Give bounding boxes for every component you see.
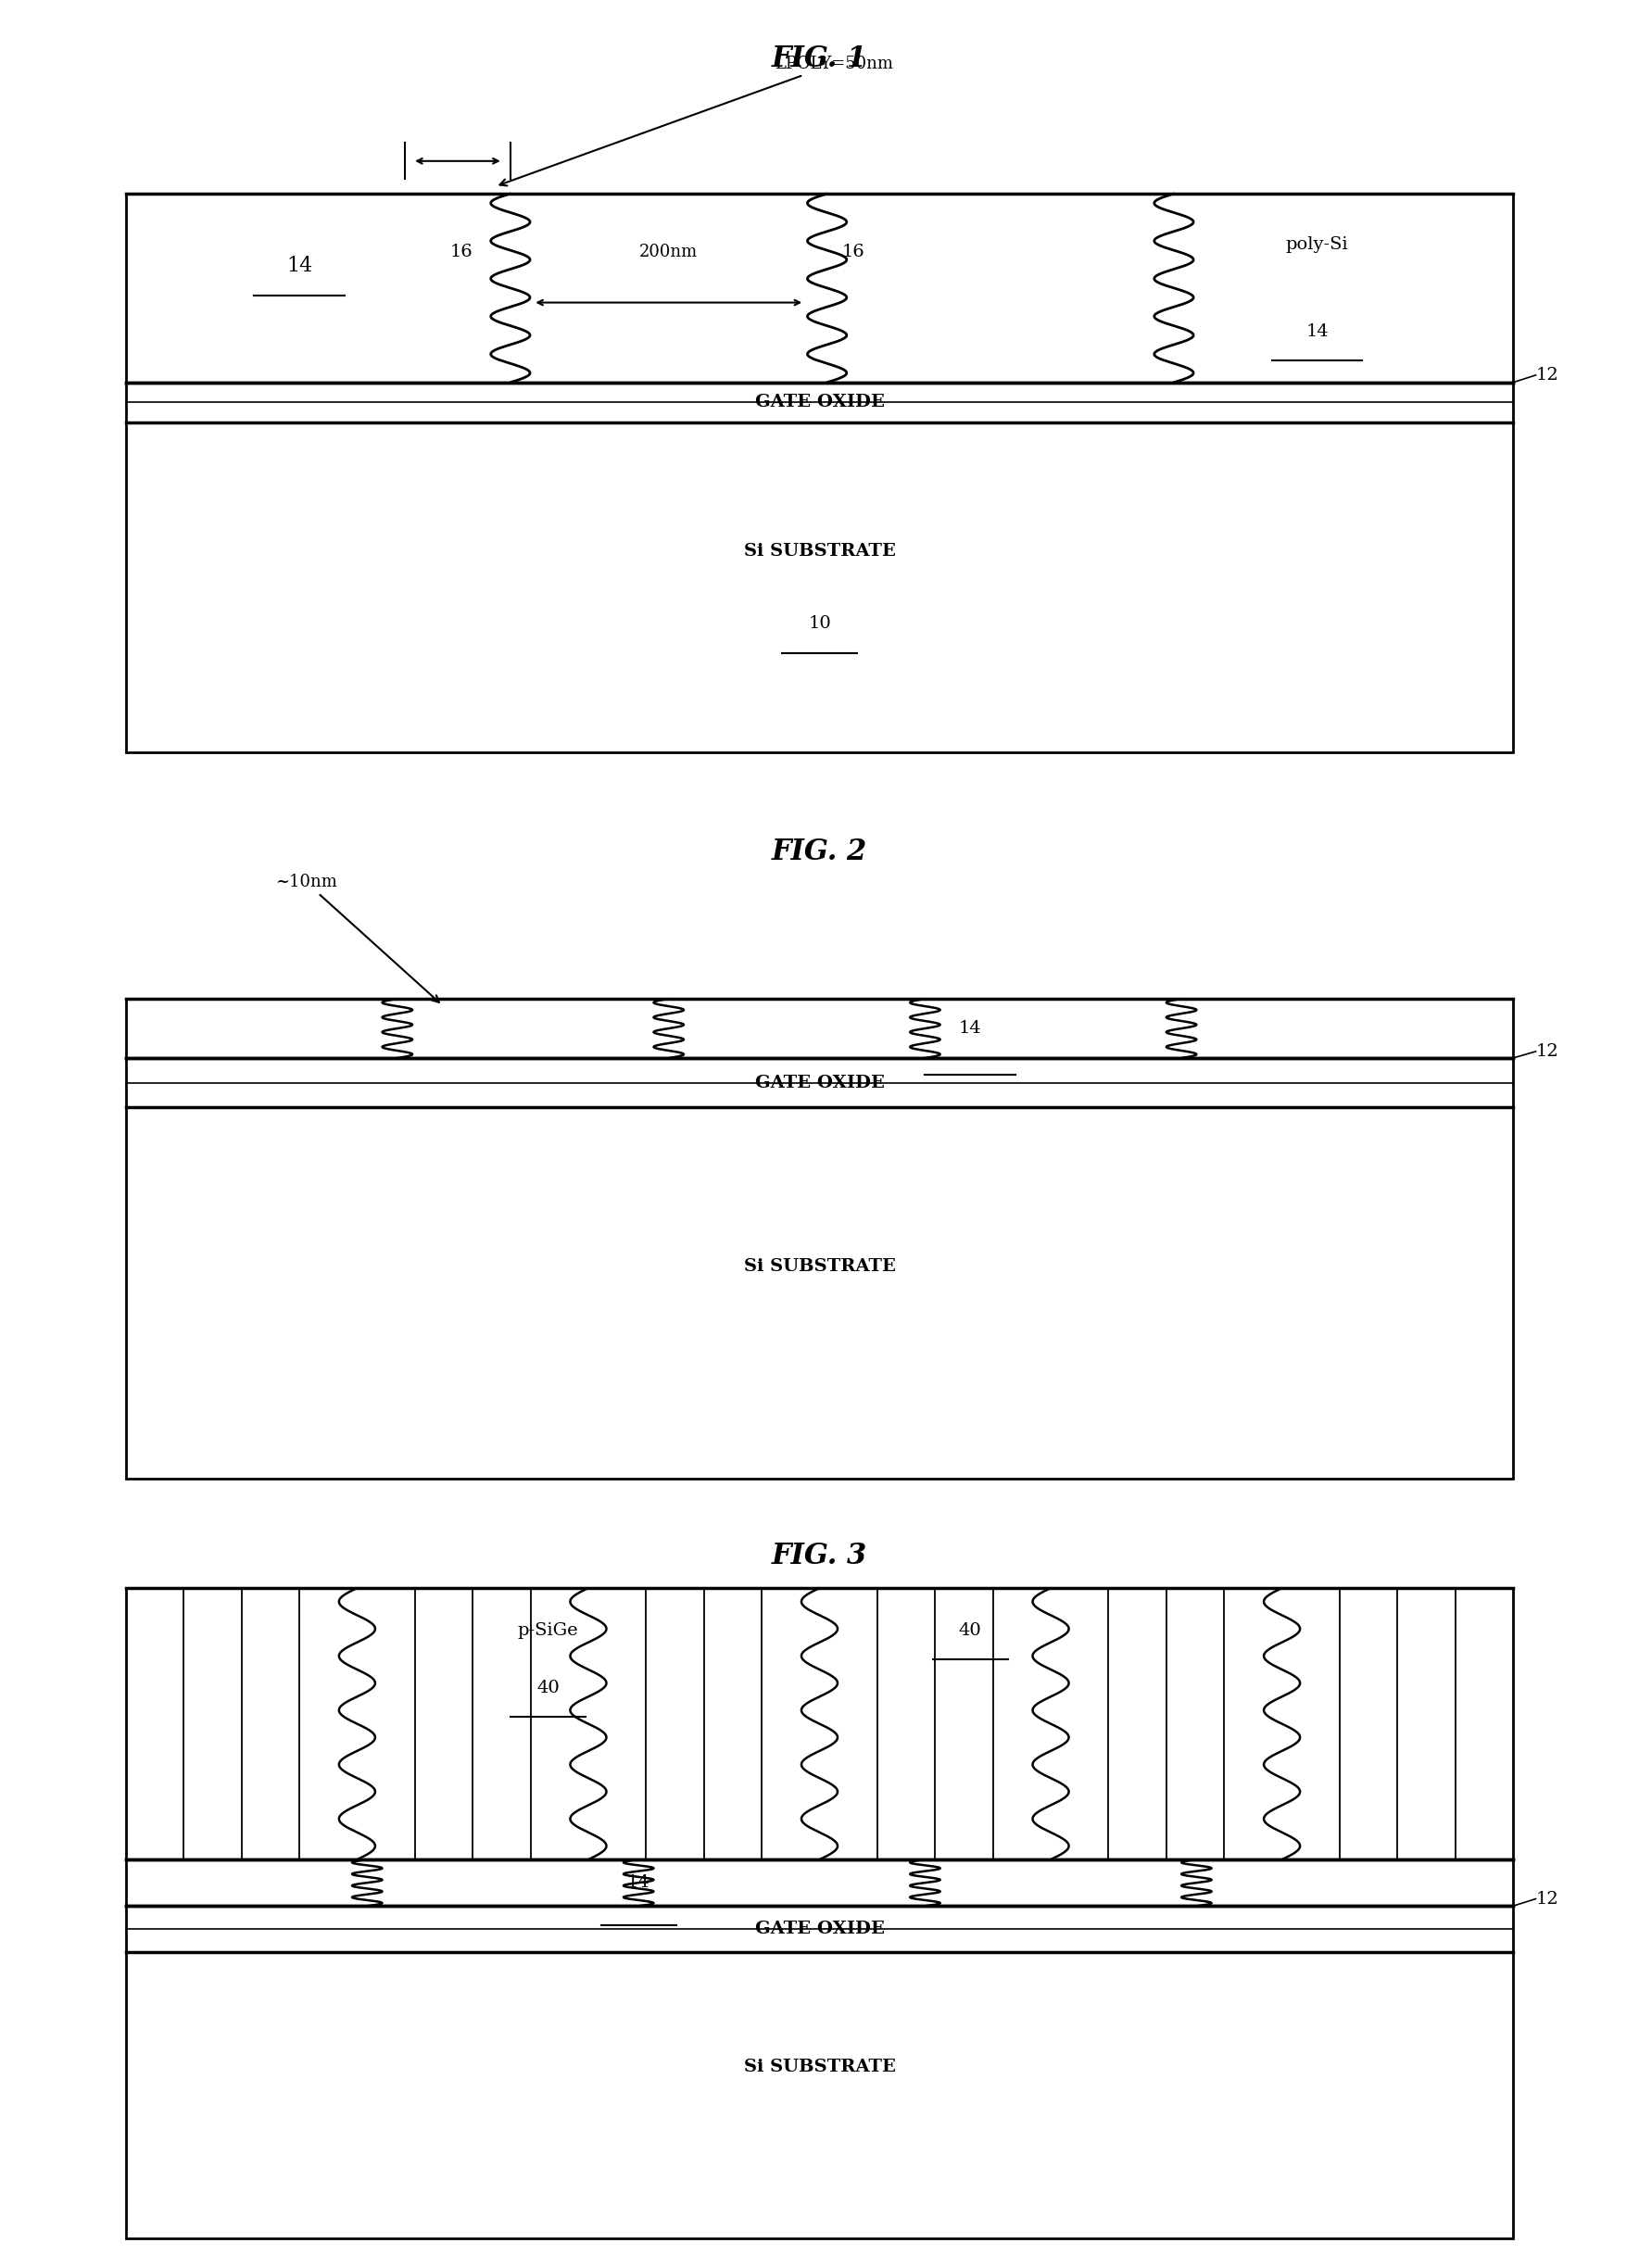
- Text: p-SiGe: p-SiGe: [518, 1622, 579, 1640]
- Text: Si SUBSTRATE: Si SUBSTRATE: [744, 2059, 895, 2075]
- Text: 10: 10: [808, 615, 831, 633]
- Text: ~10nm: ~10nm: [275, 873, 439, 1002]
- Text: 16: 16: [842, 243, 865, 261]
- Text: LPOLY=50nm: LPOLY=50nm: [500, 57, 893, 186]
- Text: 200nm: 200nm: [639, 243, 698, 261]
- Text: 14: 14: [1306, 324, 1329, 340]
- Text: 16: 16: [449, 243, 472, 261]
- Text: 14: 14: [287, 256, 313, 277]
- Text: 40: 40: [536, 1681, 559, 1696]
- Text: FIG. 3: FIG. 3: [772, 1542, 867, 1569]
- Text: FIG. 2: FIG. 2: [772, 837, 867, 866]
- Text: Si SUBSTRATE: Si SUBSTRATE: [744, 1259, 895, 1275]
- Text: GATE OXIDE: GATE OXIDE: [754, 395, 885, 411]
- Text: 14: 14: [959, 1021, 982, 1036]
- Text: 12: 12: [1536, 367, 1559, 383]
- Text: Si SUBSTRATE: Si SUBSTRATE: [744, 542, 895, 560]
- Text: 12: 12: [1536, 1043, 1559, 1059]
- Text: poly-Si: poly-Si: [1285, 236, 1349, 252]
- Text: 12: 12: [1536, 1892, 1559, 1907]
- Text: 14: 14: [628, 1873, 651, 1892]
- Text: GATE OXIDE: GATE OXIDE: [754, 1075, 885, 1091]
- Text: GATE OXIDE: GATE OXIDE: [754, 1921, 885, 1937]
- Text: FIG. 1: FIG. 1: [772, 45, 867, 73]
- Text: 40: 40: [959, 1622, 982, 1640]
